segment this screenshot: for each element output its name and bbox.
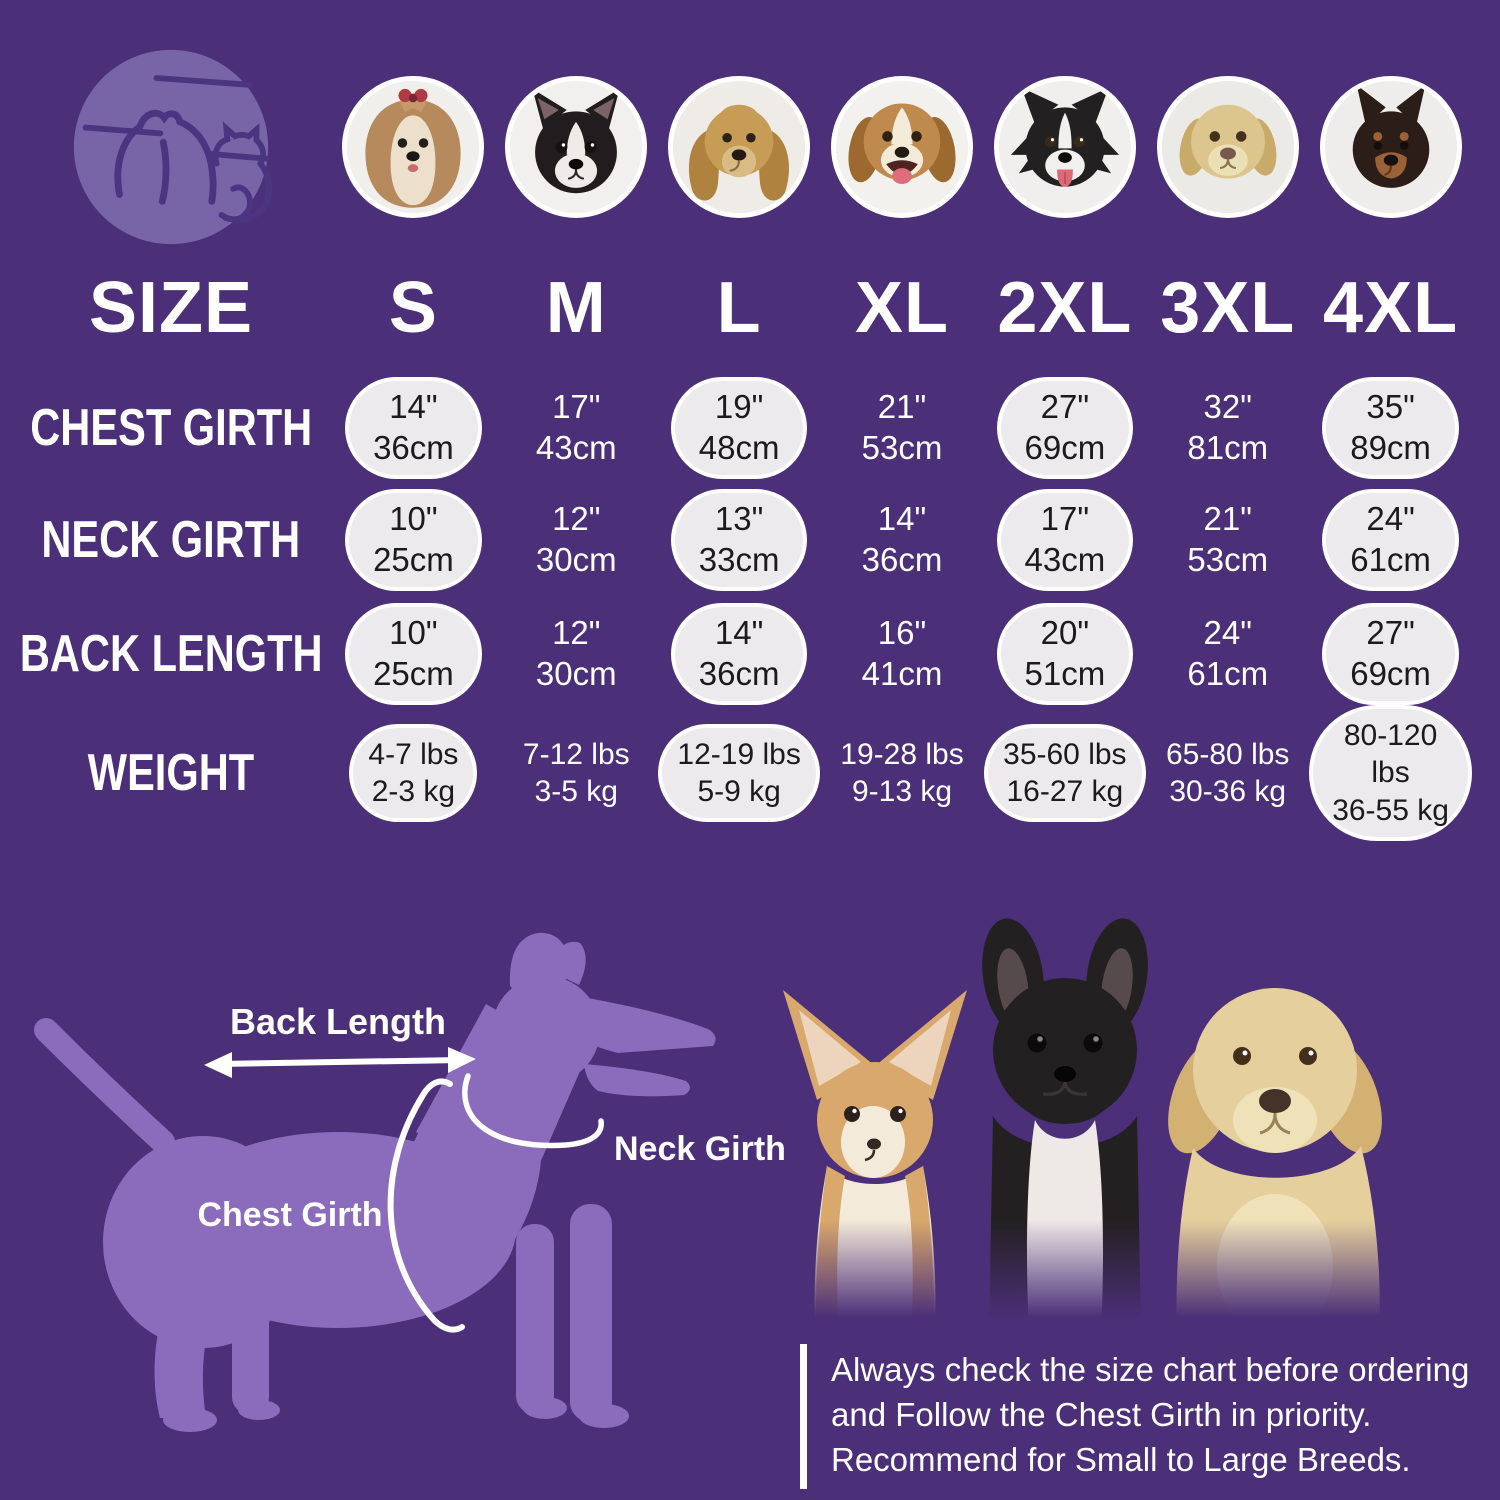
note-line-3: Recommend for Small to Large Breeds. bbox=[831, 1440, 1411, 1478]
chihuahua-icon bbox=[783, 990, 967, 1335]
cell-back-length-m: 12" 30cm bbox=[535, 614, 617, 692]
size-col-2xl: 2XL bbox=[997, 268, 1133, 348]
breed-photo-labrador bbox=[1146, 40, 1309, 254]
size-label: SIZE bbox=[88, 268, 254, 348]
cell-chest-girth-s: 14" 36cm bbox=[332, 372, 495, 484]
cell-neck-girth-xl: 14" 36cm bbox=[861, 500, 943, 578]
dog-cat-logo-icon bbox=[73, 49, 272, 245]
size-table: SIZE S M L XL 2XL 3XL 4XL CHEST GIRTH 14… bbox=[10, 40, 1472, 841]
cell-neck-girth-l: 13" 33cm bbox=[658, 484, 821, 596]
sizing-note: Always check the size chart before order… bbox=[800, 1344, 1491, 1489]
brand-logo bbox=[10, 40, 332, 254]
cell-back-length-s: 10" 25cm bbox=[332, 596, 495, 712]
cell-back-length-3xl: 24" 61cm bbox=[1187, 614, 1269, 692]
row-label-chest-girth: CHEST GIRTH bbox=[30, 399, 312, 457]
size-col-l: L bbox=[716, 268, 762, 348]
breed-photo-shih-tzu bbox=[332, 40, 495, 254]
cell-weight-l: 12-19 lbs 5-9 kg bbox=[658, 712, 821, 834]
beagle-icon bbox=[835, 81, 968, 213]
cell-neck-girth-m: 12" 30cm bbox=[535, 500, 617, 578]
row-label-weight: WEIGHT bbox=[87, 744, 255, 802]
chest-girth-line bbox=[387, 1078, 465, 1333]
silhouette-head bbox=[492, 976, 600, 1084]
dog-measurement-diagram: Back Length Neck Girth Chest Girth bbox=[34, 932, 786, 1432]
cell-chest-girth-m: 17" 43cm bbox=[535, 388, 617, 466]
border-collie-icon bbox=[998, 81, 1131, 213]
cell-weight-xl: 19-28 lbs 9-13 kg bbox=[840, 737, 964, 808]
breed-photo-boston-terrier bbox=[495, 40, 658, 254]
cell-neck-girth-3xl: 21" 53cm bbox=[1187, 500, 1269, 578]
shih-tzu-icon bbox=[347, 81, 480, 213]
size-col-m: M bbox=[545, 268, 607, 348]
note-line-1: Always check the size chart before order… bbox=[831, 1351, 1470, 1388]
boston-terrier-icon bbox=[510, 81, 643, 213]
cell-back-length-4xl: 27" 69cm bbox=[1309, 596, 1472, 712]
cocker-spaniel-icon bbox=[673, 81, 806, 213]
size-col-3xl: 3XL bbox=[1160, 268, 1296, 348]
doberman-icon bbox=[1324, 81, 1457, 213]
cell-chest-girth-l: 19" 48cm bbox=[658, 372, 821, 484]
cell-weight-m: 7-12 lbs 3-5 kg bbox=[522, 737, 630, 808]
cell-weight-3xl: 65-80 lbs 30-36 kg bbox=[1166, 737, 1290, 808]
size-column-header: SIZE bbox=[10, 254, 332, 372]
cell-neck-girth-2xl: 17" 43cm bbox=[983, 484, 1146, 596]
breed-photo-cocker-spaniel bbox=[658, 40, 821, 254]
neck-girth-line bbox=[462, 1073, 604, 1149]
size-col-s: S bbox=[388, 268, 438, 348]
back-length-label: Back Length bbox=[230, 1001, 446, 1042]
labrador-icon bbox=[1161, 81, 1294, 213]
cell-neck-girth-4xl: 24" 61cm bbox=[1309, 484, 1472, 596]
cell-chest-girth-4xl: 35" 89cm bbox=[1309, 372, 1472, 484]
row-label-neck-girth: NECK GIRTH bbox=[41, 511, 301, 569]
size-col-xl: XL bbox=[854, 268, 949, 348]
cell-chest-girth-xl: 21" 53cm bbox=[861, 388, 943, 466]
size-col-4xl: 4XL bbox=[1323, 268, 1459, 348]
cell-back-length-2xl: 20" 51cm bbox=[983, 596, 1146, 712]
cell-chest-girth-2xl: 27" 69cm bbox=[983, 372, 1146, 484]
cell-weight-s: 4-7 lbs 2-3 kg bbox=[332, 712, 495, 834]
cell-chest-girth-3xl: 32" 81cm bbox=[1187, 388, 1269, 466]
cell-neck-girth-s: 10" 25cm bbox=[332, 484, 495, 596]
chest-girth-label: Chest Girth bbox=[197, 1196, 382, 1234]
fade-overlay bbox=[755, 1220, 1455, 1335]
neck-girth-label: Neck Girth bbox=[614, 1130, 786, 1168]
breed-photo-beagle bbox=[821, 40, 984, 254]
cell-back-length-l: 14" 36cm bbox=[658, 596, 821, 712]
silhouette-tail bbox=[34, 1018, 175, 1154]
cell-weight-4xl: 80-120 lbs 36-55 kg bbox=[1309, 705, 1472, 841]
breed-photo-border-collie bbox=[983, 40, 1146, 254]
cell-back-length-xl: 16" 41cm bbox=[861, 614, 943, 692]
note-line-2: and Follow the Chest Girth in priority. bbox=[831, 1395, 1372, 1433]
three-dogs-photo bbox=[755, 918, 1455, 1335]
cell-weight-2xl: 35-60 lbs 16-27 kg bbox=[983, 712, 1146, 834]
breed-photo-doberman bbox=[1309, 40, 1472, 254]
row-label-back-length: BACK LENGTH bbox=[19, 625, 323, 683]
back-length-arrow bbox=[217, 1057, 463, 1067]
